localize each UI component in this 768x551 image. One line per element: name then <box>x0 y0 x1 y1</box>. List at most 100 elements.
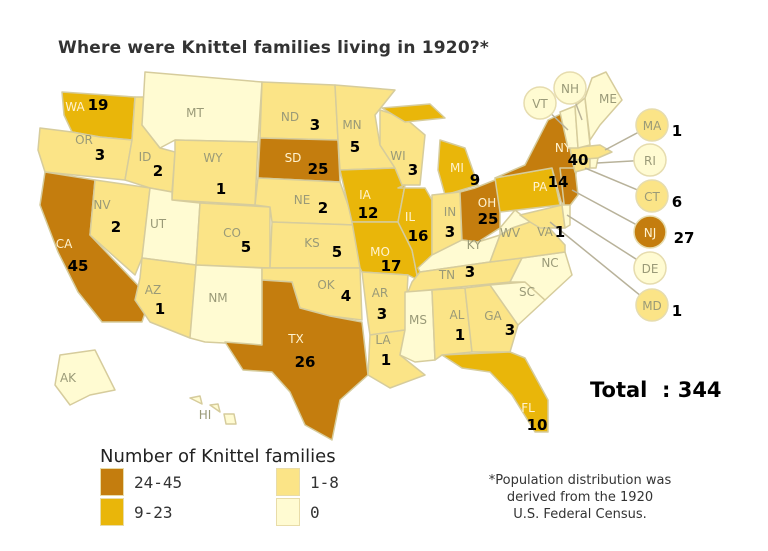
state-nv <box>89 179 151 276</box>
state-abbr: OR <box>75 133 93 147</box>
legend-swatch <box>100 468 124 496</box>
note-line: U.S. Federal Census. <box>513 507 647 522</box>
state-count: 5 <box>241 238 251 256</box>
state-abbr: CA <box>56 237 73 251</box>
state-count: 25 <box>308 160 329 178</box>
state-abbr: NY <box>555 141 572 155</box>
note-line: *Population distribution was <box>488 473 672 488</box>
state-callout-nh <box>553 71 587 105</box>
state-count: 19 <box>88 96 109 114</box>
state-tx <box>224 279 369 441</box>
state-abbr: DE <box>642 262 659 276</box>
state-callout-ct <box>635 179 669 213</box>
state-abbr: KY <box>467 238 482 252</box>
legend-label: 24-45 <box>134 472 183 492</box>
state-fl <box>441 351 549 433</box>
state-count: 40 <box>568 151 589 169</box>
state-abbr: HI <box>199 408 212 422</box>
legend-label: 0 <box>310 502 320 522</box>
state-abbr: UT <box>150 217 167 231</box>
state-count: 27 <box>674 229 695 247</box>
state-count: 1 <box>672 122 682 140</box>
state-abbr: MO <box>370 245 390 259</box>
state-count: 3 <box>95 146 105 164</box>
state-callout-de <box>633 251 667 285</box>
state-count: 25 <box>478 210 499 228</box>
state-nj <box>559 167 579 213</box>
state-callout-nj <box>633 215 667 249</box>
state-abbr: NM <box>208 291 227 305</box>
state-ar <box>361 271 409 336</box>
state-wy <box>171 139 259 206</box>
state-count: 3 <box>505 321 515 339</box>
state-abbr: CO <box>223 226 241 240</box>
state-count: 2 <box>318 199 328 217</box>
state-count: 1 <box>155 300 165 318</box>
state-count: 9 <box>470 171 480 189</box>
state-abbr: NE <box>294 193 311 207</box>
state-me <box>584 71 623 141</box>
state-count: 16 <box>408 227 429 245</box>
state-abbr: AL <box>450 308 465 322</box>
legend-item-9-23: 9-23 <box>100 498 173 526</box>
state-abbr: AK <box>60 371 77 385</box>
total-label: Total : 344 <box>590 378 722 402</box>
state-count: 1 <box>555 223 565 241</box>
state-abbr: NV <box>93 198 111 212</box>
state-nm <box>189 264 263 346</box>
legend-swatch <box>276 468 300 496</box>
state-abbr: OK <box>317 278 335 292</box>
state-count: 12 <box>358 204 379 222</box>
state-abbr: CT <box>644 190 660 204</box>
state-abbr: AZ <box>145 283 161 297</box>
state-abbr: SC <box>519 285 535 299</box>
state-hi <box>189 395 237 425</box>
state-count: 3 <box>465 263 475 281</box>
state-abbr: NJ <box>644 226 657 240</box>
legend-swatch <box>276 498 300 526</box>
state-abbr: ME <box>599 92 617 106</box>
state-abbr: MA <box>643 119 662 133</box>
state-count: 1 <box>455 326 465 344</box>
state-abbr: IA <box>359 188 372 202</box>
legend-item-1-8: 1-8 <box>276 468 339 496</box>
state-abbr: WA <box>65 100 85 114</box>
state-ma <box>569 144 613 161</box>
state-abbr: OH <box>478 196 496 210</box>
state-count: 1 <box>216 180 226 198</box>
state-abbr: RI <box>644 154 656 168</box>
state-count: 2 <box>153 162 163 180</box>
state-az <box>134 257 197 339</box>
state-abbr: NC <box>541 256 558 270</box>
state-count: 3 <box>408 161 418 179</box>
state-abbr: TX <box>287 332 304 346</box>
state-abbr: MS <box>409 313 427 327</box>
state-abbr: ID <box>139 150 152 164</box>
state-ri <box>589 157 599 169</box>
state-ak <box>54 349 116 406</box>
state-abbr: MI <box>450 161 464 175</box>
state-count: 5 <box>350 138 360 156</box>
state-abbr: LA <box>375 333 391 347</box>
state-abbr: WV <box>500 226 521 240</box>
state-count: 3 <box>310 116 320 134</box>
state-count: 17 <box>381 257 402 275</box>
state-count: 2 <box>111 218 121 236</box>
state-count: 4 <box>341 287 351 305</box>
state-count: 10 <box>527 416 548 434</box>
state-abbr: MN <box>342 118 361 132</box>
state-md <box>519 204 566 229</box>
note-line: derived from the 1920 <box>506 490 654 505</box>
state-al <box>431 287 473 361</box>
state-callout-ri <box>633 143 667 177</box>
state-abbr: AR <box>372 286 389 300</box>
legend-label: 9-23 <box>134 502 173 522</box>
legend-label: 1-8 <box>310 472 339 492</box>
state-callout-vt <box>523 86 557 120</box>
state-count: 14 <box>548 173 569 191</box>
state-abbr: WI <box>390 149 405 163</box>
state-abbr: MT <box>186 106 204 120</box>
legend-item-24-45: 24-45 <box>100 468 182 496</box>
state-abbr: NH <box>561 82 579 96</box>
